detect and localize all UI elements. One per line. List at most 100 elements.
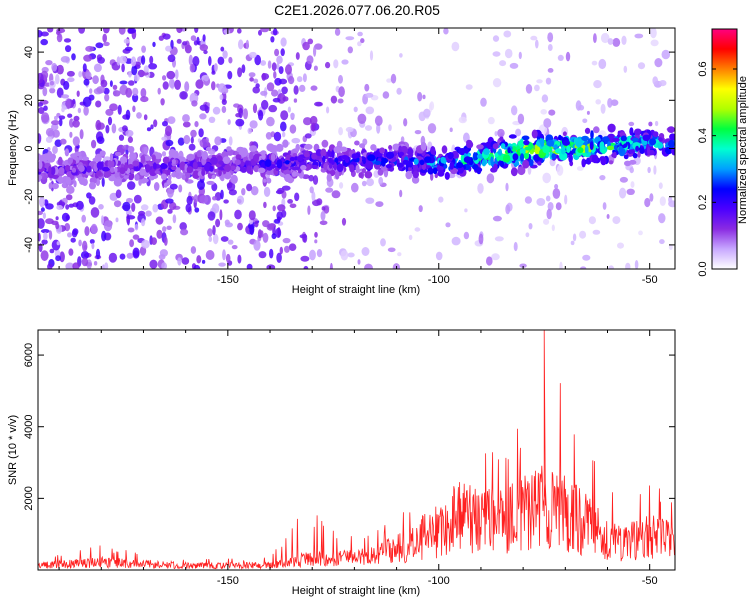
spectrogram-cell (430, 172, 434, 181)
spectrogram-cell (41, 239, 48, 245)
spectrogram-cell (163, 182, 168, 188)
spectrogram-cell (45, 60, 53, 66)
spectrogram-cell (487, 116, 495, 125)
spectrogram-cell (237, 67, 243, 78)
spectrogram-cell (266, 116, 275, 127)
spectrogram-cell (188, 54, 193, 66)
spectrogram-cell (40, 250, 49, 261)
spectrogram-cell (165, 139, 174, 147)
spectrogram-cell (584, 145, 589, 154)
spectrogram-cell (174, 150, 179, 160)
spectrogram-cell (370, 144, 377, 151)
spectrogram-cell (185, 203, 192, 213)
spectrogram-cell (280, 110, 289, 121)
spectrogram-cell (52, 129, 60, 138)
snr-axis-ticks: -150 -100 -50 2000 4000 6000 (23, 330, 675, 587)
spectrogram-cell (82, 156, 89, 161)
spectrogram-cell (78, 165, 85, 172)
spectrogram-cell (96, 86, 105, 94)
spectrogram-cell (399, 189, 403, 198)
spectrogram-cell (192, 170, 200, 179)
colorbar-tick-label: 0.6 (697, 61, 709, 76)
x-tick-label: -50 (642, 575, 658, 587)
spectrogram-cell (76, 90, 80, 97)
spectrogram-cell (107, 159, 115, 169)
spectrogram-cell (238, 107, 243, 119)
spectrogram-cell (300, 164, 307, 171)
spectrogram-cell (328, 157, 332, 163)
spectrogram-cell (270, 152, 276, 162)
x-tick-label: -100 (428, 274, 450, 286)
spectrogram-cell (161, 151, 167, 157)
spectrogram-cell (182, 121, 191, 128)
spectrogram-cell (55, 216, 59, 221)
spectrogram-cell (119, 253, 126, 260)
spectrogram-cell (586, 110, 590, 115)
spectrogram-cell (661, 49, 671, 60)
spectrogram-cell (199, 113, 207, 120)
spectrogram-cell (174, 79, 182, 91)
spectrogram-cell (125, 109, 131, 121)
spectrogram-cell (486, 256, 493, 266)
spectrogram-cell (119, 167, 126, 175)
spectrogram-cell (319, 220, 328, 226)
spectrogram-cell (237, 199, 242, 204)
spectrogram-cell (186, 154, 195, 161)
spectrogram-cell (364, 125, 373, 131)
spectrogram-cell (73, 115, 80, 122)
spectrogram-cell (543, 118, 552, 128)
spectrogram-cell (277, 187, 285, 194)
spectrogram-cell (38, 174, 43, 181)
spectrogram-cell (564, 194, 568, 205)
spectrogram-cell (379, 147, 385, 154)
spectrogram-cell (632, 153, 638, 159)
spectrogram-cell (490, 156, 494, 165)
spectrogram-cell (385, 164, 392, 169)
spectrogram-cell (211, 174, 216, 180)
spectrogram-cell (557, 54, 564, 62)
spectrogram-cell (61, 107, 65, 113)
spectrogram-cell (291, 171, 297, 177)
spectrogram-cell (113, 200, 122, 208)
spectrogram-cell (554, 184, 559, 189)
spectrogram-cell (199, 104, 209, 111)
spectrogram-cell (67, 232, 72, 238)
spectrogram-cell (580, 266, 587, 269)
spectrogram-cell (139, 168, 146, 176)
spectrogram-cell (266, 223, 275, 231)
spectrogram-cell (606, 214, 610, 219)
spectrogram-cell (340, 155, 349, 160)
spectrogram-cell (157, 87, 161, 95)
spectrogram-cell (184, 81, 190, 92)
spectrogram-cell (558, 134, 562, 140)
spectrogram-cell (542, 145, 550, 154)
spectrogram-cell (419, 159, 425, 166)
spectrogram-cell (367, 154, 376, 162)
spectrogram-cell (261, 72, 267, 81)
spectrogram-cell (89, 239, 95, 244)
spectrogram-cell (211, 203, 220, 214)
spectrogram-cell (427, 123, 437, 134)
spectrogram-cell (577, 147, 584, 154)
spectrogram-cell (345, 126, 354, 133)
spectrogram-cell (109, 103, 118, 111)
spectrogram-cell (649, 193, 654, 202)
spectrogram-cell (169, 201, 177, 211)
spectrogram-cell (392, 143, 401, 151)
spectrogram-cell (95, 248, 101, 260)
spectrogram-cell (658, 213, 666, 224)
spectrogram-cell (418, 205, 423, 213)
spectrogram-cell (600, 103, 606, 114)
spectrogram-cell (92, 75, 99, 85)
spectrogram-cell (123, 38, 130, 44)
spectrogram-cell (170, 150, 176, 160)
spectrogram-cell (268, 104, 278, 113)
spectrogram-cell (503, 30, 512, 38)
spectrogram-cell (48, 230, 53, 240)
spectrogram-cell (551, 224, 555, 232)
spectrogram-cell (65, 204, 70, 210)
spectrogram-cell (316, 249, 323, 258)
spectrogram-cell (511, 105, 518, 116)
spectrogram-cell (357, 41, 362, 47)
spectrogram-cell (654, 120, 659, 127)
